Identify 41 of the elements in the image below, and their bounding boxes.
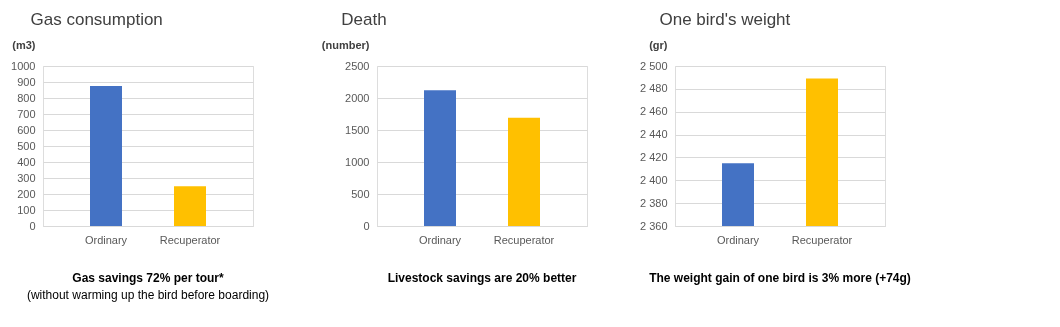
y-axis-title: (gr)	[649, 38, 668, 51]
y-tick-label: 500	[351, 187, 370, 200]
text: Gas savings 72% per tour*	[72, 271, 225, 285]
y-tick-label: 100	[17, 203, 36, 216]
y-axis-title: (number)	[321, 38, 370, 51]
y-tick-label: 300	[17, 171, 36, 184]
text: The weight gain of one bird is 3% more (+74g)	[649, 271, 911, 285]
y-tick-label: 500	[17, 139, 36, 152]
text: (without warming up the bird before boarding)	[26, 288, 270, 302]
y-tick-label: 2500	[345, 59, 370, 72]
y-tick-label: 600	[17, 123, 36, 136]
y-tick-label: 2 480	[639, 82, 668, 95]
y-tick-label: 2 460	[639, 105, 668, 118]
y-tick-label: 0	[363, 219, 370, 232]
y-tick-label: 400	[17, 155, 36, 168]
y-tick-label: 2 360	[639, 219, 668, 232]
text: Livestock savings are 20% better	[387, 271, 577, 285]
y-tick-label: 1500	[345, 123, 370, 136]
x-tick-label: Recuperator	[493, 233, 555, 246]
x-tick-label: Ordinary	[84, 233, 128, 246]
y-tick-label: 0	[29, 219, 36, 232]
y-tick-label: 2 400	[639, 173, 668, 186]
y-tick-label: 2 420	[639, 150, 668, 163]
x-tick-label: Ordinary	[418, 233, 462, 246]
y-axis-title: (m3)	[12, 38, 36, 51]
y-tick-label: 200	[17, 187, 36, 200]
y-tick-label: 2 500	[639, 59, 668, 72]
x-tick-label: Ordinary	[716, 233, 760, 246]
chart-title: Death	[341, 10, 387, 29]
y-tick-label: 800	[17, 91, 36, 104]
x-tick-label: Recuperator	[159, 233, 221, 246]
y-tick-label: 1000	[11, 59, 36, 72]
y-tick-label: 2 440	[639, 128, 668, 141]
x-tick-label: Recuperator	[791, 233, 853, 246]
y-tick-label: 2000	[345, 91, 370, 104]
y-tick-label: 2 380	[639, 196, 668, 209]
y-tick-label: 900	[17, 75, 36, 88]
y-tick-label: 700	[17, 107, 36, 120]
chart-title: Gas consumption	[30, 10, 163, 29]
chart-title: One bird's weight	[659, 10, 791, 29]
y-tick-label: 1000	[345, 155, 370, 168]
